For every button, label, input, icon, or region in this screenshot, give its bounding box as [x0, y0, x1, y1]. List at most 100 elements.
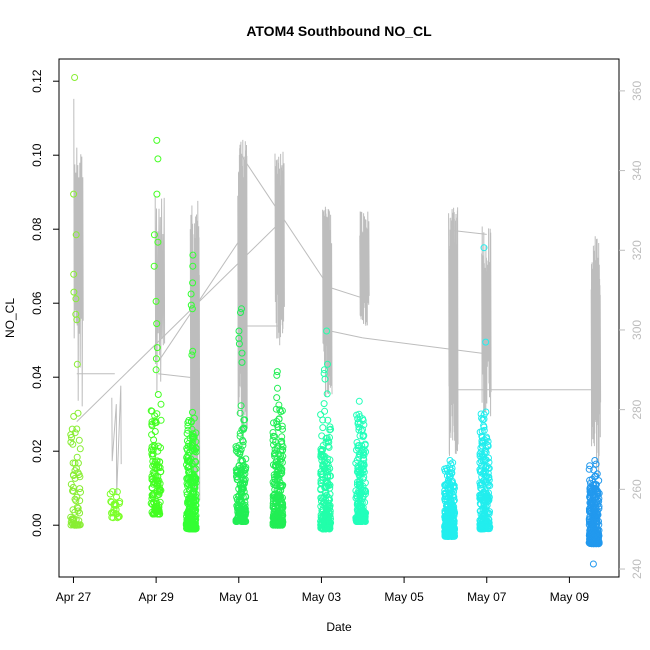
data-point — [148, 491, 156, 499]
data-point — [482, 408, 490, 416]
gray-line-segment — [158, 373, 194, 379]
data-point — [149, 452, 156, 460]
right-y-tick-label: 300 — [630, 320, 644, 340]
data-point — [357, 448, 365, 456]
data-point — [155, 487, 163, 495]
data-point — [480, 423, 488, 431]
data-point — [276, 406, 284, 414]
data-point — [190, 475, 198, 483]
data-point — [321, 493, 329, 501]
data-point — [355, 423, 363, 431]
gray-line-burst — [237, 139, 248, 446]
data-point — [186, 498, 194, 506]
data-point — [157, 468, 165, 476]
data-point — [321, 484, 329, 492]
data-point — [109, 488, 116, 496]
data-point — [184, 458, 192, 466]
data-point — [274, 497, 282, 504]
data-point — [324, 442, 332, 450]
data-point — [484, 495, 492, 503]
data-point — [188, 351, 196, 359]
data-point — [67, 438, 75, 446]
x-tick-label: May 05 — [384, 590, 424, 604]
data-point — [589, 560, 597, 568]
data-point — [76, 445, 84, 453]
data-point — [269, 432, 277, 440]
data-point — [318, 447, 325, 455]
data-point — [149, 469, 157, 477]
data-point — [235, 327, 243, 335]
data-point — [590, 466, 598, 474]
data-point — [359, 506, 366, 514]
gray-line-burst — [448, 207, 459, 456]
data-point — [154, 155, 162, 163]
data-point — [448, 527, 456, 535]
data-point — [151, 419, 159, 427]
data-point — [189, 251, 197, 259]
data-point — [191, 447, 199, 455]
data-point — [325, 512, 332, 520]
data-point — [155, 503, 163, 511]
data-point — [113, 510, 120, 518]
data-point — [72, 521, 79, 529]
x-tick-label: May 09 — [550, 590, 590, 604]
data-point — [191, 504, 199, 512]
data-point — [449, 483, 457, 491]
data-point — [155, 491, 163, 498]
y-axis: 0.00 0.02 0.04 0.06 0.08 0.10 0.12 — [30, 69, 59, 537]
data-point — [277, 487, 285, 495]
data-point — [586, 493, 594, 501]
data-point — [236, 450, 244, 458]
data-point — [477, 457, 485, 465]
data-point — [189, 494, 197, 502]
data-point — [352, 459, 360, 467]
data-point — [484, 442, 492, 450]
data-point — [188, 305, 196, 313]
data-point — [152, 461, 160, 469]
data-point — [327, 425, 335, 433]
data-point — [321, 375, 329, 383]
data-point — [114, 514, 121, 522]
data-point — [480, 415, 488, 423]
data-point — [361, 516, 369, 524]
data-point — [326, 519, 334, 527]
data-point — [148, 418, 156, 426]
data-point — [271, 461, 279, 469]
data-point — [445, 532, 453, 540]
x-tick-label: May 01 — [219, 590, 259, 604]
gray-line-burst — [590, 236, 602, 478]
data-point — [270, 419, 277, 427]
data-point — [589, 518, 597, 526]
data-point — [324, 416, 332, 424]
data-point — [184, 498, 192, 506]
data-point — [189, 262, 197, 270]
data-point — [486, 523, 494, 531]
data-point — [271, 449, 279, 457]
data-point — [238, 358, 246, 366]
data-point — [319, 508, 326, 516]
data-point — [153, 457, 161, 465]
data-point — [446, 512, 454, 520]
data-point — [68, 434, 75, 441]
data-point — [361, 487, 369, 495]
data-point — [353, 439, 361, 446]
data-point — [354, 442, 362, 450]
data-point — [326, 434, 333, 441]
data-point — [586, 518, 594, 526]
data-point — [318, 432, 326, 440]
data-point — [76, 521, 84, 529]
data-point — [325, 443, 333, 451]
data-point — [184, 426, 192, 434]
data-point — [240, 424, 248, 432]
data-point — [485, 458, 493, 466]
data-point — [325, 438, 333, 446]
data-point — [74, 507, 82, 515]
data-point — [150, 231, 158, 239]
data-point — [276, 507, 284, 515]
data-point — [270, 441, 277, 449]
data-point — [274, 384, 281, 392]
data-point — [154, 238, 162, 246]
data-point — [236, 481, 244, 488]
data-point — [236, 409, 244, 417]
